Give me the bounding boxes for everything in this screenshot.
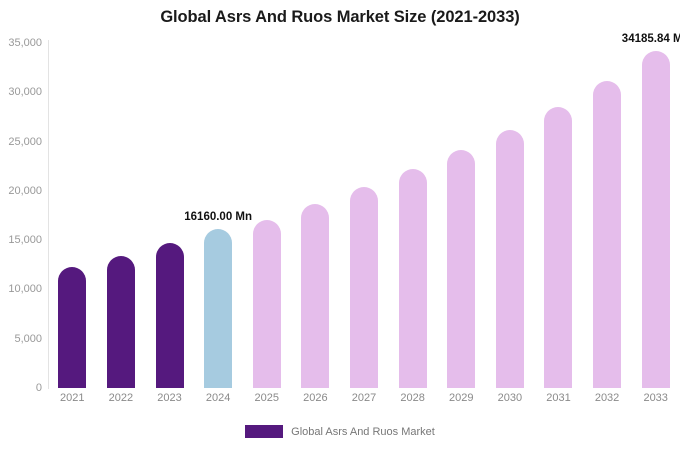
x-axis-tick: 2033: [643, 392, 668, 404]
x-axis-tick: 2022: [108, 392, 134, 404]
x-axis-tick: 2026: [303, 392, 328, 404]
bar-slot[interactable]: [398, 43, 427, 388]
x-axis-tick: 2023: [157, 392, 182, 404]
x-axis-tick: 2025: [254, 392, 280, 404]
bar-slot[interactable]: [204, 43, 233, 388]
bar-2023[interactable]: [155, 243, 184, 388]
y-axis-tick-labels: 35,000 30,000 25,000 20,000 15,000 10,000 5,00…: [0, 0, 44, 450]
data-label-2024: 16160.00 Mn: [184, 210, 253, 223]
bar-2027[interactable]: [350, 186, 378, 388]
bar-2033[interactable]: [641, 51, 670, 388]
bar-2030[interactable]: [495, 129, 524, 388]
legend-label: Global Asrs And Ruos Market: [291, 425, 435, 438]
x-axis-tick: 2027: [351, 392, 377, 404]
y-axis-tick: 15,000: [8, 234, 42, 247]
y-axis-tick: 0: [35, 382, 42, 394]
bar-2028[interactable]: [398, 169, 427, 388]
bar-2021[interactable]: [58, 266, 87, 388]
bar-2032[interactable]: [593, 81, 622, 388]
x-axis-tick: 2028: [400, 392, 425, 404]
x-axis-tick: 2024: [205, 392, 231, 404]
bar-slot[interactable]: [350, 43, 378, 388]
x-axis-tick: 2032: [594, 392, 620, 404]
y-axis-tick: 35,000: [8, 37, 42, 49]
bar-2031[interactable]: [544, 107, 573, 388]
x-axis-tick: 2030: [497, 392, 523, 404]
y-axis-tick: 25,000: [8, 135, 42, 148]
y-axis-line: [48, 40, 49, 389]
bar-slot[interactable]: [106, 43, 135, 388]
bar-slot[interactable]: [301, 43, 330, 388]
bar-2025[interactable]: [252, 220, 281, 388]
y-axis-tick: 20,000: [8, 184, 42, 197]
bar-slot[interactable]: [495, 43, 524, 388]
bar-slot[interactable]: [252, 43, 281, 388]
bar-slot[interactable]: [447, 43, 476, 388]
y-axis-tick: 10,000: [8, 283, 42, 296]
bar-2022[interactable]: [106, 255, 135, 388]
bar-2029[interactable]: [447, 150, 476, 388]
bar-slot[interactable]: [58, 43, 87, 388]
chart-legend: Global Asrs And Ruos Market: [0, 425, 680, 438]
x-axis-tick: 2021: [60, 392, 85, 404]
data-label-2033: 34185.84 Mn: [621, 33, 680, 46]
bar-2024[interactable]: [204, 228, 233, 388]
bar-series: [48, 43, 680, 388]
bar-2026[interactable]: [301, 203, 330, 388]
bar-slot[interactable]: [593, 43, 622, 388]
x-axis-tick: 2029: [448, 392, 474, 404]
legend-swatch-icon: [245, 425, 284, 438]
bar-slot[interactable]: [155, 43, 184, 388]
chart-title: Global Asrs And Ruos Market Size (2021-2…: [160, 8, 520, 26]
y-axis-tick: 30,000: [8, 86, 42, 99]
y-axis-tick: 5,000: [14, 332, 42, 345]
bar-slot[interactable]: [544, 43, 573, 388]
x-axis-tick: 2031: [546, 392, 571, 404]
bar-slot[interactable]: [641, 43, 670, 388]
x-axis-tick-labels: 2021 2022 2023 2024 2025 2026 2027 2028 2029 2030…: [48, 392, 680, 412]
